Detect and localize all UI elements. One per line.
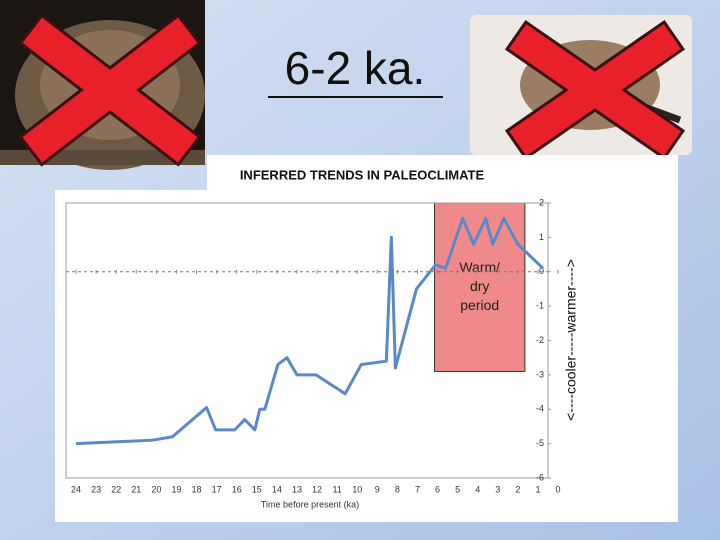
x-tick-label: 10 [352,484,362,494]
y-tick-label: 1 [539,232,544,242]
x-tick-label: 8 [395,484,400,494]
y-tick-label: -2 [536,335,544,345]
x-tick-label: 20 [151,484,161,494]
left-photo [0,0,205,170]
x-tick-label: 1 [535,484,540,494]
x-tick-label: 17 [212,484,222,494]
x-tick-label: 13 [292,484,302,494]
x-tick-label: 19 [171,484,181,494]
data-line [75,216,545,446]
x-tick-label: 0 [556,484,561,494]
slide-title: 6-2 ka. [285,42,426,94]
x-tick-label: 15 [252,484,262,494]
y-tick-label: 0 [539,266,544,276]
x-tick-label: 24 [71,484,81,494]
chart-title: INFERRED TRENDS IN PALEOCLIMATE [240,167,485,182]
x-tick-label: 16 [232,484,242,494]
right-photo [470,15,692,161]
x-tick-label: 12 [312,484,322,494]
x-tick-label: 11 [332,484,341,494]
x-tick-label: 21 [131,484,141,494]
x-axis-label: Time before present (ka) [261,499,359,509]
x-tick-label: 9 [375,484,380,494]
chart-panel [55,190,678,522]
y-tick-label: -5 [536,438,544,448]
y-tick-label: 2 [539,197,544,207]
x-tick-label: 18 [192,484,202,494]
x-tick-label: 5 [455,484,460,494]
y-tick-label: -1 [536,301,544,311]
x-tick-label: 2 [515,484,520,494]
y-tick-label: -4 [536,404,544,414]
x-tick-label: 14 [272,484,282,494]
x-tick-label: 22 [111,484,121,494]
x-tick-label: 3 [495,484,500,494]
y-tick-label: -3 [536,369,544,379]
warm-period-label: Warm/dry period [459,258,500,312]
y-tick-label: -6 [536,472,544,482]
x-tick-label: 6 [435,484,440,494]
x-tick-label: 7 [415,484,420,494]
y-axis-label: <----cooler-----warmer----> [563,259,579,421]
x-tick-label: 4 [475,484,480,494]
x-tick-label: 23 [91,484,101,494]
